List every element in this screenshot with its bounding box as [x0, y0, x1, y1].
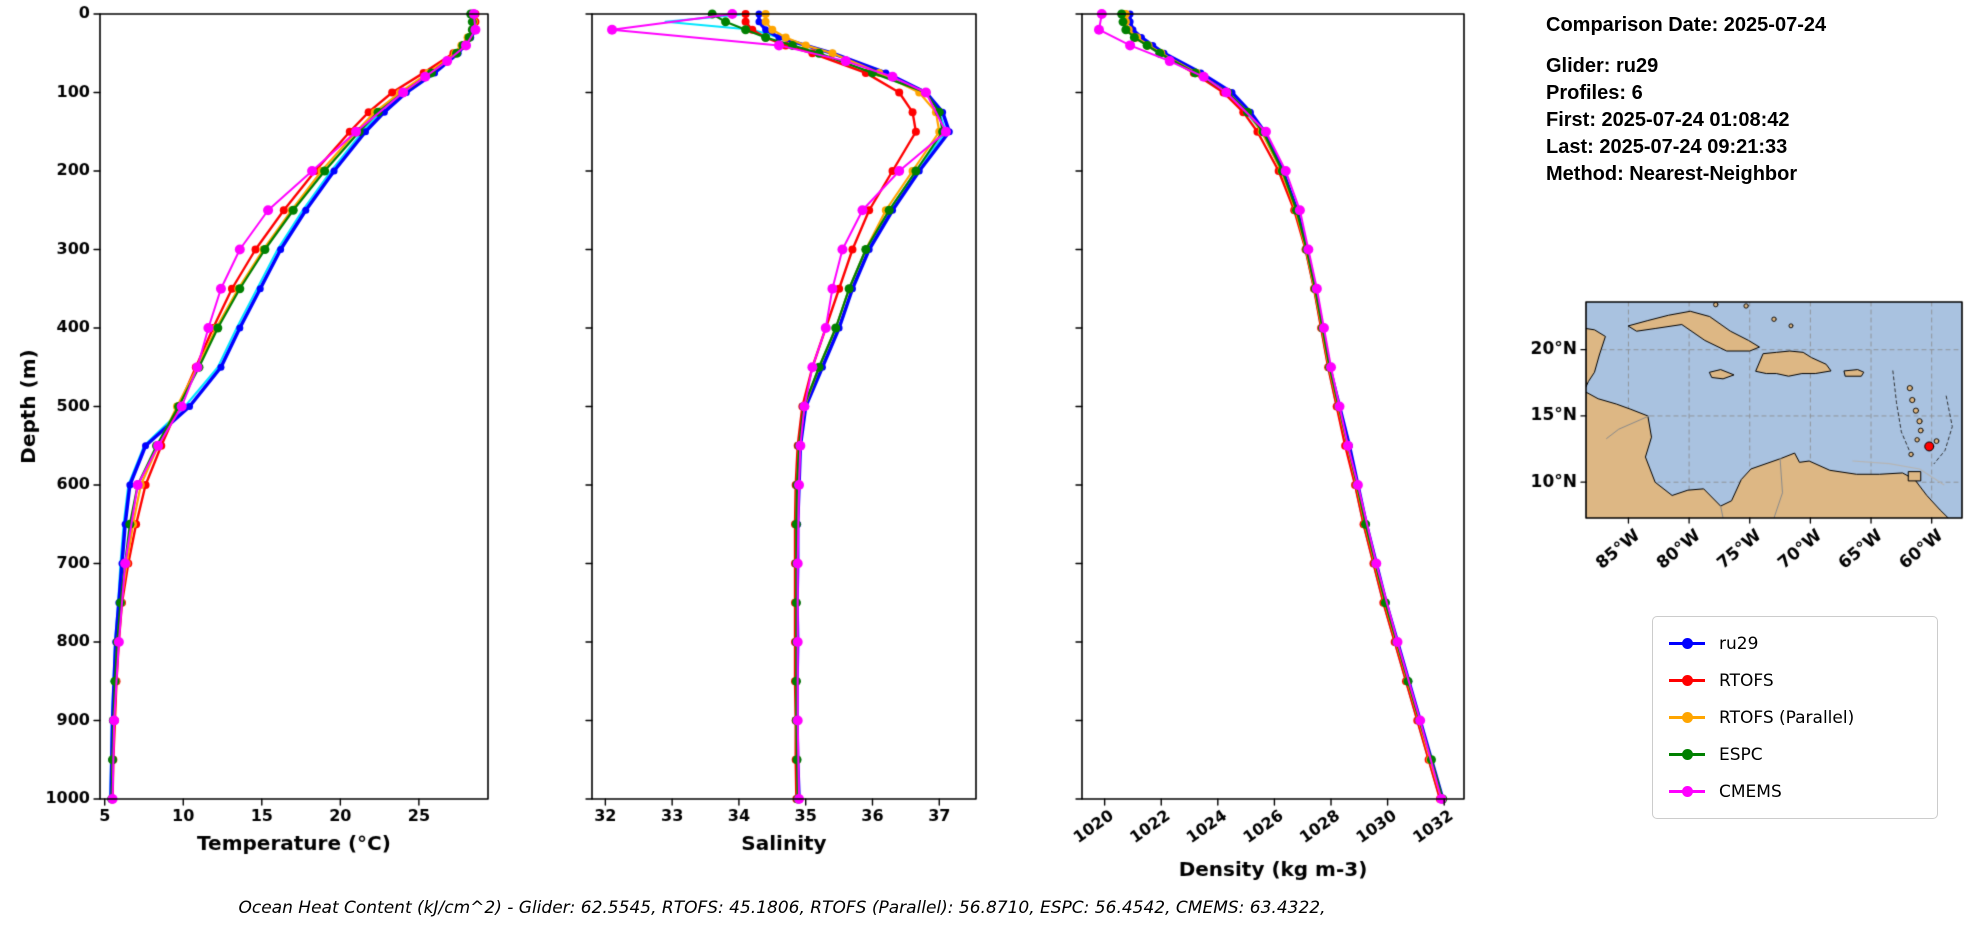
legend-item: RTOFS (Parallel) [1669, 699, 1921, 736]
legend-item: CMEMS [1669, 773, 1921, 810]
comparison-info-block: Comparison Date: 2025-07-24 Glider: ru29 P… [1546, 12, 1976, 188]
legend-label: CMEMS [1719, 781, 1782, 802]
legend-line-marker-icon [1669, 675, 1705, 686]
info-line: Profiles: 6 [1546, 82, 1643, 104]
legend-dot-icon [1682, 638, 1693, 649]
legend-dot-icon [1682, 712, 1693, 723]
legend-dot-icon [1682, 675, 1693, 686]
legend-item: ESPC [1669, 736, 1921, 773]
legend-label: ru29 [1719, 633, 1759, 654]
legend-line-marker-icon [1669, 749, 1705, 760]
legend: ru29 RTOFS RTOFS (Parallel) ESPC CMEMS [1652, 616, 1938, 819]
legend-item: RTOFS [1669, 662, 1921, 699]
info-gap [1546, 39, 1976, 53]
info-line: First: 2025-07-24 01:08:42 [1546, 109, 1790, 131]
info-line: Method: Nearest-Neighbor [1546, 163, 1798, 185]
info-line: Comparison Date: 2025-07-24 [1546, 14, 1827, 36]
info-line: Glider: ru29 [1546, 55, 1659, 77]
legend-dot-icon [1682, 749, 1693, 760]
legend-line-marker-icon [1669, 638, 1705, 649]
legend-line-marker-icon [1669, 786, 1705, 797]
legend-label: ESPC [1719, 744, 1763, 765]
legend-label: RTOFS (Parallel) [1719, 707, 1855, 728]
legend-line-marker-icon [1669, 712, 1705, 723]
legend-label: RTOFS [1719, 670, 1774, 691]
legend-dot-icon [1682, 786, 1693, 797]
ocean-heat-caption: Ocean Heat Content (kJ/cm^2) - Glider: 6… [238, 898, 1326, 918]
legend-item: ru29 [1669, 625, 1921, 662]
info-line: Last: 2025-07-24 09:21:33 [1546, 136, 1788, 158]
